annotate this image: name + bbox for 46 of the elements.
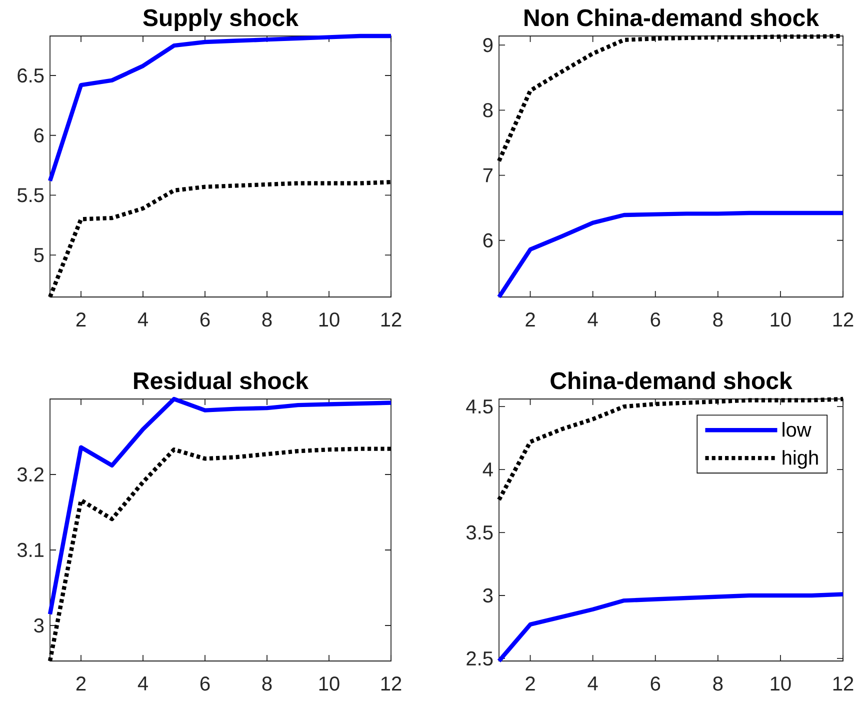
x-tick-label: 4	[588, 676, 598, 690]
x-tick-label: 8	[262, 676, 272, 691]
x-tick-label: 10	[319, 676, 340, 691]
x-tick-label: 6	[650, 312, 660, 327]
y-tick-label: 4	[482, 462, 493, 476]
x-tick-label: 4	[588, 312, 598, 326]
y-tick-label: 9	[483, 38, 493, 52]
x-tick-label: 12	[833, 312, 854, 326]
y-tick-label: 7	[483, 168, 492, 182]
x-tick-label: 8	[713, 676, 723, 691]
x-tick-label: 12	[381, 312, 402, 326]
y-tick-label: 5	[34, 248, 44, 262]
y-tick-label: 4.5	[466, 400, 493, 414]
chart-title: China-demand shock	[550, 372, 792, 390]
y-tick-label: 6.5	[18, 68, 44, 83]
x-tick-label: 8	[713, 312, 723, 327]
y-tick-label: 5.5	[17, 188, 44, 202]
x-tick-label: 6	[200, 312, 210, 327]
y-tick-label: 6	[34, 128, 44, 142]
x-tick-label: 6	[200, 676, 210, 691]
x-tick-label: 6	[650, 676, 660, 691]
chart-title: Supply shock	[143, 8, 299, 31]
legend-label: low	[782, 422, 812, 437]
y-tick-label: 3.5	[466, 525, 493, 540]
x-tick-label: 2	[526, 676, 535, 690]
x-tick-label: 10	[770, 312, 791, 327]
x-tick-label: 2	[76, 312, 86, 326]
x-tick-label: 4	[138, 312, 148, 326]
legend-label: high	[782, 450, 818, 469]
y-tick-label: 8	[483, 103, 493, 118]
y-tick-label: 3.2	[17, 467, 44, 482]
x-tick-label: 12	[381, 676, 402, 690]
x-tick-label: 10	[770, 676, 791, 691]
chart-title: Residual shock	[134, 372, 309, 390]
y-tick-label: 3.1	[17, 542, 44, 558]
chart-title: Non China-demand shock	[524, 8, 820, 26]
y-tick-label: 3	[34, 618, 44, 633]
x-tick-label: 2	[526, 312, 535, 326]
x-tick-label: 4	[138, 676, 148, 690]
x-tick-label: 12	[833, 676, 854, 690]
y-tick-label: 2.5	[466, 651, 493, 666]
x-tick-label: 2	[76, 676, 86, 690]
y-tick-label: 6	[483, 233, 493, 248]
y-tick-label: 3	[483, 588, 493, 603]
x-tick-label: 8	[262, 312, 272, 327]
x-tick-label: 10	[319, 312, 340, 327]
